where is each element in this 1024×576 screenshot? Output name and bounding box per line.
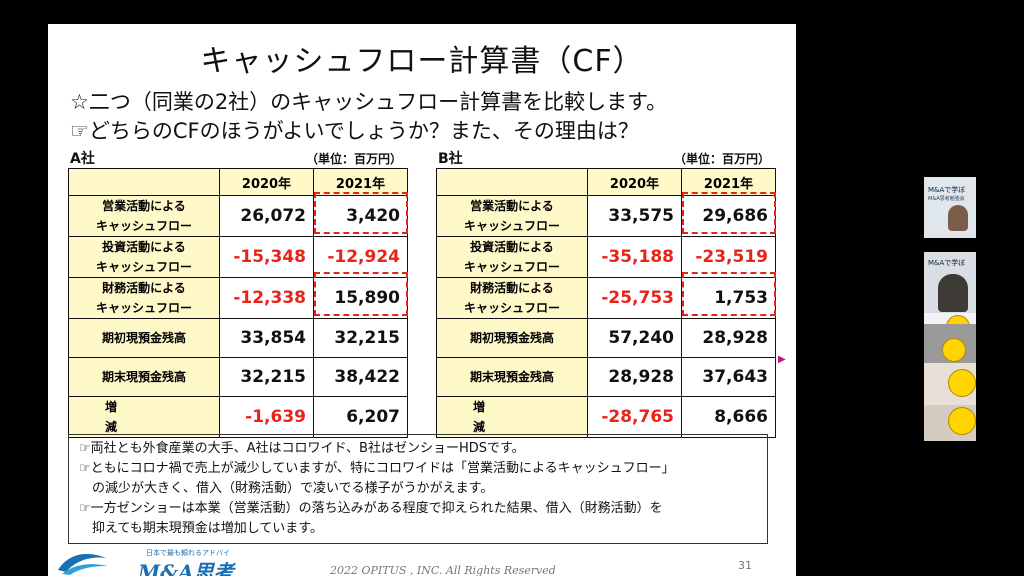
value-2020: -28,765 [587,396,682,438]
value-2020: 28,928 [587,357,682,397]
highlight-a-financing-2021 [314,272,408,316]
page-number: 31 [738,559,752,572]
table-row: 期初現預金残高 57,240 28,928 [436,318,776,358]
header-blank [68,168,220,196]
table-row: 期末現預金残高 28,928 37,643 [436,357,776,397]
note-line: ☞両社とも外食産業の大手、A社はコロワイド、B社はゼンショーHDSです。 [79,441,525,456]
logo-text: M&A思考 [138,560,234,576]
question-which-better: ☞どちらのCFのほうがよいでしょうか？また、その理由は？ [70,119,639,143]
participant-video-tile[interactable] [924,363,976,405]
table-row: 営業活動による キャッシュフロー 33,575 29,686 [436,195,776,237]
participant-avatar [938,274,968,312]
value-2021: 6,207 [313,396,408,438]
highlight-a-operating-2021 [314,192,408,234]
value-2021: 28,928 [681,318,776,358]
table-row: 期初現預金残高 33,854 32,215 [68,318,408,358]
tile-caption: M&Aで学ぼ [928,259,966,267]
value-2020: 33,575 [587,195,682,237]
value-2020: -15,348 [219,236,314,278]
row-label: 期末現預金残高 [68,357,220,397]
header-year-2020: 2020年 [219,168,314,196]
value-2021: 29,686 [681,195,776,237]
value-2020: -35,188 [587,236,682,278]
smiley-icon [948,369,976,397]
mouse-cursor-icon: ▶ [778,354,786,365]
participant-video-tile[interactable] [924,405,976,441]
value-2020: 32,215 [219,357,314,397]
company-a-unit: （単位：百万円） [306,152,403,166]
header-year-2021: 2021年 [681,168,776,196]
row-label: 期初現預金残高 [68,318,220,358]
row-label: 投資活動による キャッシュフロー [68,236,220,278]
company-a-cf-table: 2020年 2021年 営業活動による キャッシュフロー 26,072 3,420… [68,168,408,438]
value-2020: -25,753 [587,277,682,319]
value-2021: 3,420 [313,195,408,237]
note-line: ☞ともにコロナ禍で売上が減少していますが、特にコロワイドは「営業活動によるキャッ… [79,461,675,476]
table-row: 増減 -28,765 8,666 [436,396,776,438]
note-line: の減少が大きく、借入（財務活動）で凌いでる様子がうかがえます。 [79,481,494,496]
participant-video-tile[interactable]: M&Aで学ぼ M&A思考勉強会 [924,177,976,238]
wave-logo-icon [58,554,108,575]
value-2020: -1,639 [219,396,314,438]
row-label: 期初現預金残高 [436,318,588,358]
note-line: ☞一方ゼンショーは本業（営業活動）の落ち込みがある程度で抑えられた結果、借入（財… [79,501,663,516]
question-compare: ☆二つ（同業の2社）のキャッシュフロー計算書を比較します。 [70,90,668,114]
highlight-b-financing-2021 [682,272,776,316]
table-row: 期末現預金残高 32,215 38,422 [68,357,408,397]
company-b-cf-table: 2020年 2021年 営業活動による キャッシュフロー 33,575 29,68… [436,168,776,438]
header-blank [436,168,588,196]
row-label: 期末現預金残高 [436,357,588,397]
value-2021: 37,643 [681,357,776,397]
smiley-icon [942,338,966,362]
value-2020: 57,240 [587,318,682,358]
row-label: 財務活動による キャッシュフロー [436,277,588,319]
note-line: 抑えても期末現預金は増加しています。 [79,521,324,536]
table-row: 投資活動による キャッシュフロー -35,188 -23,519 [436,236,776,278]
row-label: 営業活動による キャッシュフロー [436,195,588,237]
company-b-unit: （単位：百万円） [674,152,771,166]
participant-video-tile[interactable] [924,324,976,364]
tile-subcaption: M&A思考勉強会 [928,196,965,202]
company-a-name: A社 [70,151,95,167]
row-label: 財務活動による キャッシュフロー [68,277,220,319]
tile-caption: M&Aで学ぼ [928,186,966,194]
value-2020: 26,072 [219,195,314,237]
participant-avatar [948,205,968,231]
slide-title: キャッシュフロー計算書（CF） [200,44,644,79]
table-row: 投資活動による キャッシュフロー -15,348 -12,924 [68,236,408,278]
table-row: 営業活動による キャッシュフロー 26,072 3,420 [68,195,408,237]
header-year-2021: 2021年 [313,168,408,196]
value-2020: 33,854 [219,318,314,358]
value-2021: 38,422 [313,357,408,397]
table-row: 増減 -1,639 6,207 [68,396,408,438]
participant-video-tile[interactable]: M&Aで学ぼ [924,252,976,313]
value-2020: -12,338 [219,277,314,319]
value-2021: -12,924 [313,236,408,278]
notes-box: ☞両社とも外食産業の大手、A社はコロワイド、B社はゼンショーHDSです。 ☞とも… [68,434,768,544]
smiley-icon [948,407,976,435]
row-label: 投資活動による キャッシュフロー [436,236,588,278]
row-label: 増減 [436,396,588,438]
value-2021: 32,215 [313,318,408,358]
value-2021: 15,890 [313,277,408,319]
logo-tagline: 日本で最も頼れるアドバイ [146,549,230,557]
company-b-name: B社 [438,151,463,167]
row-label: 営業活動による キャッシュフロー [68,195,220,237]
highlight-b-operating-2021 [682,192,776,234]
copyright: 2022 OPITUS , INC. All Rights Reserved [330,564,556,576]
header-year-2020: 2020年 [587,168,682,196]
value-2021: 8,666 [681,396,776,438]
presentation-slide: キャッシュフロー計算書（CF） ☆二つ（同業の2社）のキャッシュフロー計算書を比… [48,24,796,576]
row-label: 増減 [68,396,220,438]
